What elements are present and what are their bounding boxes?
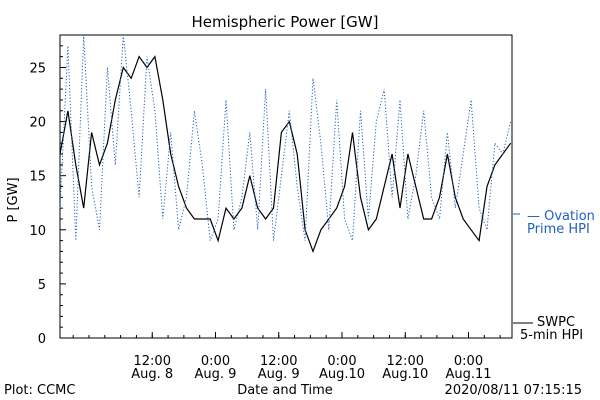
x-tick-label-date: Aug.11: [445, 367, 491, 382]
y-tick-label: 5: [38, 278, 46, 293]
series-layer: [59, 34, 512, 254]
series-swpc-line: [59, 55, 512, 254]
x-tick-label-time: 0:00: [201, 354, 230, 369]
x-tick-label-date: Aug.10: [319, 367, 365, 382]
plot-border: [59, 34, 513, 339]
x-tick-label-time: 12:00: [260, 354, 297, 369]
legend-swpc-line1: SWPC: [537, 315, 575, 330]
plot-credit: Plot: CCMC: [4, 383, 75, 398]
x-tick-label-time: 0:00: [327, 354, 356, 369]
y-axis-label: P [GW]: [6, 177, 21, 222]
y-tick-label: 25: [29, 61, 46, 76]
plot-frame: [59, 34, 513, 339]
y-tick-label: 0: [38, 332, 46, 347]
x-tick-label-date: Aug.10: [382, 367, 428, 382]
series-ovation-line: [59, 34, 512, 241]
chart-title: Hemispheric Power [GW]: [192, 13, 379, 31]
y-tick-label: 15: [29, 170, 46, 185]
legend-ovation-line2: Prime HPI: [527, 222, 590, 237]
x-tick-label-time: 12:00: [387, 354, 424, 369]
y-tick-label: 10: [29, 224, 46, 239]
x-tick-label-date: Aug. 9: [195, 367, 237, 382]
x-tick-label-time: 0:00: [454, 354, 483, 369]
x-tick-label-date: Aug. 8: [131, 367, 173, 382]
timestamp: 2020/08/11 07:15:15: [445, 383, 582, 398]
y-tick-label: 20: [29, 116, 46, 131]
y-axis: 0 5 10 15 20 25: [29, 34, 66, 347]
legend-swpc-line2: 5-min HPI: [520, 328, 583, 343]
legend-ovation-line1: — Ovation: [527, 209, 595, 224]
x-tick-label-time: 12:00: [134, 354, 171, 369]
x-tick-label-date: Aug. 9: [258, 367, 300, 382]
x-axis-label: Date and Time: [237, 383, 333, 398]
